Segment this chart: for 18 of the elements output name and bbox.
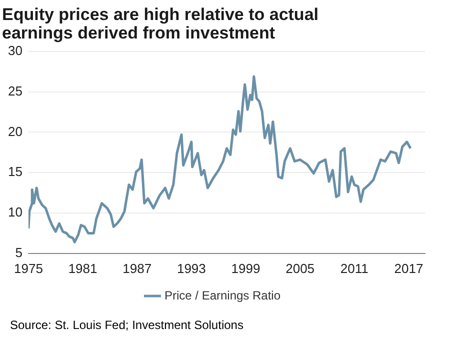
text: earnings derived from investment — [2, 24, 276, 43]
y-tick-label: 5 — [15, 244, 22, 260]
x-tick-label: 1993 — [176, 260, 206, 276]
x-tick-label: 1999 — [231, 260, 260, 276]
source-note: Source: St. Louis Fed; Investment Solutions — [10, 318, 244, 332]
y-tick-label: 30 — [8, 42, 22, 58]
y-tick-label: 20 — [8, 124, 22, 139]
x-tick-label: 1975 — [14, 260, 43, 276]
y-tick-label: 10 — [8, 204, 22, 220]
y-tick-label: 15 — [8, 164, 22, 180]
x-tick-label: 2005 — [286, 260, 315, 276]
x-tick-label: 2017 — [394, 260, 424, 276]
x-tick-label: 1981 — [68, 260, 98, 276]
y-tick-label: 25 — [8, 83, 22, 98]
legend-label: Price / Earnings Ratio — [164, 288, 281, 302]
x-tick-label: 1987 — [122, 260, 152, 276]
text: Equity prices are high relative to actual — [2, 5, 318, 24]
x-tick-label: 2011 — [340, 260, 368, 276]
